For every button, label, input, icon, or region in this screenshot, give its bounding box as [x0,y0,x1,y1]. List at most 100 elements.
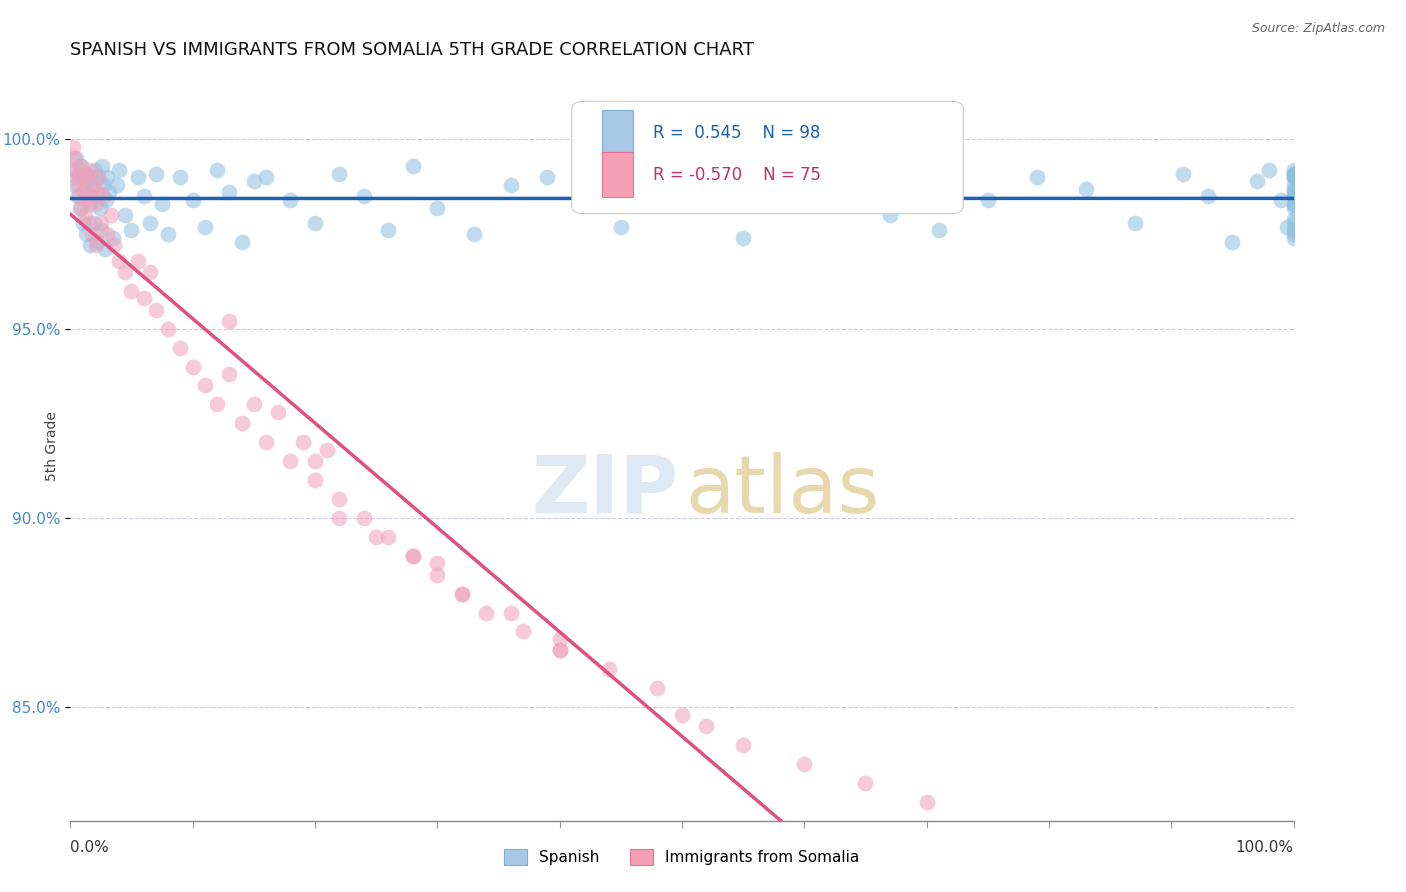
Point [1123,216,1146,230]
Point [280,193,302,207]
Point [1282,167,1305,181]
Point [1282,170,1305,185]
Point [65,152,87,166]
Point [1282,170,1305,185]
Point [62,140,84,154]
Point [72,216,94,230]
Point [328,491,350,506]
Point [77,196,100,211]
Point [304,454,326,468]
Point [304,216,326,230]
Point [450,586,472,600]
Point [499,606,522,620]
Point [69,159,91,173]
Point [610,219,633,234]
Point [73,186,96,200]
Point [108,162,131,177]
Point [830,162,852,177]
Point [1282,167,1305,181]
Point [377,530,399,544]
Point [127,170,149,185]
Point [169,341,191,355]
Point [647,167,669,181]
Point [218,186,240,200]
Point [72,170,94,185]
Point [683,186,706,200]
Point [83,178,105,192]
Legend: Spanish, Immigrants from Somalia: Spanish, Immigrants from Somalia [505,849,859,865]
Point [548,643,571,657]
Point [96,170,118,185]
Point [353,511,375,525]
Point [181,193,204,207]
Point [1282,162,1305,177]
Text: 0.0%: 0.0% [70,839,110,855]
Point [145,167,167,181]
Point [976,193,998,207]
Point [121,284,143,298]
Point [671,707,693,722]
Point [145,302,167,317]
Point [101,231,124,245]
Point [377,223,399,237]
Text: R = -0.570    N = 75: R = -0.570 N = 75 [652,166,821,184]
Point [1074,182,1097,196]
Point [1282,170,1305,185]
Point [100,208,122,222]
Point [548,643,571,657]
Point [91,159,114,173]
Point [548,632,571,646]
Point [647,681,669,696]
Point [328,511,350,525]
Point [90,223,112,237]
Point [1282,189,1305,203]
Point [733,738,755,752]
Point [536,170,558,185]
Point [205,162,228,177]
Point [66,189,89,203]
Point [66,178,89,192]
Point [695,719,717,733]
Point [181,359,204,374]
Point [1282,167,1305,181]
Point [1270,193,1292,207]
Point [139,265,162,279]
Point [114,265,136,279]
Point [1282,182,1305,196]
Point [1282,189,1305,203]
Point [77,216,100,230]
Point [328,167,350,181]
Point [353,189,375,203]
Point [1282,223,1305,237]
Point [157,321,180,335]
Point [139,216,162,230]
Point [90,216,112,230]
Text: ZIP: ZIP [531,452,678,530]
Point [132,292,155,306]
FancyBboxPatch shape [572,102,963,214]
Point [86,235,108,249]
Point [84,189,107,203]
Point [254,435,277,450]
Point [108,253,131,268]
Point [75,227,97,241]
Point [254,170,277,185]
Point [426,567,449,582]
Point [73,182,96,196]
Point [76,174,98,188]
Point [82,182,104,196]
Point [855,776,877,790]
Point [63,178,86,192]
Point [98,186,121,200]
Point [157,227,180,241]
Point [86,186,108,200]
Point [231,235,253,249]
Point [69,201,91,215]
Point [87,170,110,185]
Point [194,378,217,392]
Point [1246,174,1268,188]
Point [463,227,485,241]
Point [65,170,87,185]
Point [1282,227,1305,241]
Point [150,196,173,211]
